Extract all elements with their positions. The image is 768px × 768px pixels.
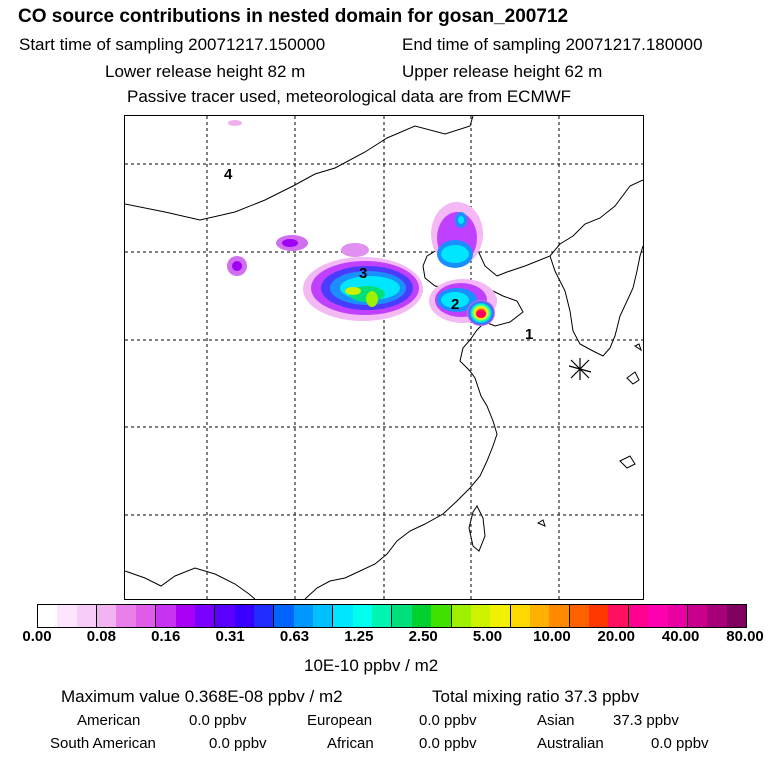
- asian-label: Asian: [537, 712, 575, 729]
- end-time-text: End time of sampling 20071217.180000: [402, 35, 703, 54]
- colorbar-swatch: [667, 605, 687, 627]
- map-panel: 1 2 3 4: [124, 115, 644, 600]
- colorbar-swatch: [96, 605, 117, 627]
- colorbar-swatch: [648, 605, 668, 627]
- colorbar-swatch: [726, 605, 746, 627]
- colorbar-swatch: [273, 605, 294, 627]
- colorbar-tick-label: 0.63: [279, 628, 310, 645]
- american-value: 0.0 ppbv: [189, 712, 247, 729]
- colorbar-swatch: [450, 605, 471, 627]
- colorbar-swatch: [352, 605, 373, 627]
- colorbar-swatch: [194, 605, 215, 627]
- colorbar-tick-label: 0.31: [215, 628, 245, 645]
- african-value: 0.0 ppbv: [419, 735, 477, 752]
- colorbar-tick-label: 80.00: [726, 628, 764, 645]
- upper-height-text: Upper release height 62 m: [402, 62, 603, 81]
- colorbar-tick-label: 1.25: [344, 628, 374, 645]
- colorbar-swatch: [116, 605, 136, 627]
- colorbar-swatch: [627, 605, 649, 627]
- total-mixing-text: Total mixing ratio 37.3 ppbv: [432, 687, 639, 706]
- colorbar-swatch: [411, 605, 432, 627]
- asian-value: 37.3 ppbv: [613, 712, 679, 729]
- colorbar-swatch: [332, 605, 353, 627]
- australian-label: Australian: [537, 735, 604, 752]
- plot-title: CO source contributions in nested domain…: [18, 6, 569, 27]
- colorbar-swatch: [175, 605, 195, 627]
- region-label-3: 3: [359, 265, 367, 282]
- colorbar-swatch: [529, 605, 550, 627]
- colorbar-swatch: [135, 605, 156, 627]
- colorbar-swatch: [313, 605, 333, 627]
- colorbar-unit: 10E-10 ppbv / m2: [304, 656, 439, 675]
- lat-lon-grid: [125, 116, 643, 599]
- colorbar-tick-label: 20.00: [597, 628, 636, 645]
- colorbar-swatch: [470, 605, 491, 627]
- region-label-1: 1: [525, 326, 533, 343]
- colorbar-swatch: [214, 605, 235, 627]
- colorbar-tick-label: 2.50: [408, 628, 438, 645]
- asterisk-icon: [568, 358, 592, 380]
- colorbar-tick-label: 0.00: [22, 628, 52, 645]
- colorbar-swatch: [509, 605, 530, 627]
- colorbar-tick-label: 0.08: [86, 628, 116, 645]
- colorbar-swatch: [234, 605, 254, 627]
- australian-value: 0.0 ppbv: [651, 735, 709, 752]
- colorbar: [37, 604, 747, 628]
- map-canvas: 1 2 3 4: [125, 116, 643, 599]
- colorbar-swatch: [293, 605, 314, 627]
- colorbar-tick-label: 5.00: [472, 628, 503, 645]
- co-plume: [227, 120, 497, 326]
- region-label-4: 4: [224, 166, 233, 183]
- colorbar-swatch: [589, 605, 609, 627]
- colorbar-swatch: [253, 605, 274, 627]
- american-label: American: [77, 712, 141, 729]
- european-value: 0.0 ppbv: [419, 712, 477, 729]
- colorbar-swatch: [391, 605, 412, 627]
- colorbar-swatch: [549, 605, 569, 627]
- tracer-note-text: Passive tracer used, meteorological data…: [127, 87, 572, 106]
- colorbar-tick-label: 0.16: [151, 628, 181, 645]
- colorbar-swatch: [57, 605, 77, 627]
- colorbar-swatch: [608, 605, 628, 627]
- colorbar-swatch: [707, 605, 727, 627]
- start-time-text: Start time of sampling 20071217.150000: [19, 35, 326, 54]
- colorbar-swatch: [76, 605, 97, 627]
- colorbar-swatch: [372, 605, 392, 627]
- max-value-text: Maximum value 0.368E-08 ppbv / m2: [61, 687, 343, 706]
- colorbar-swatch: [686, 605, 708, 627]
- south-american-value: 0.0 ppbv: [209, 735, 267, 752]
- lower-height-text: Lower release height 82 m: [105, 62, 306, 81]
- african-label: African: [327, 735, 374, 752]
- colorbar-tick-label: 10.00: [533, 628, 571, 645]
- colorbar-swatch: [490, 605, 510, 627]
- colorbar-swatch: [431, 605, 451, 627]
- south-american-label: South American: [50, 735, 156, 752]
- colorbar-swatch: [155, 605, 176, 627]
- region-label-2: 2: [451, 296, 459, 313]
- colorbar-swatch: [38, 605, 58, 627]
- colorbar-tick-label: 40.00: [661, 628, 700, 645]
- colorbar-swatch: [568, 605, 590, 627]
- european-label: European: [307, 712, 373, 729]
